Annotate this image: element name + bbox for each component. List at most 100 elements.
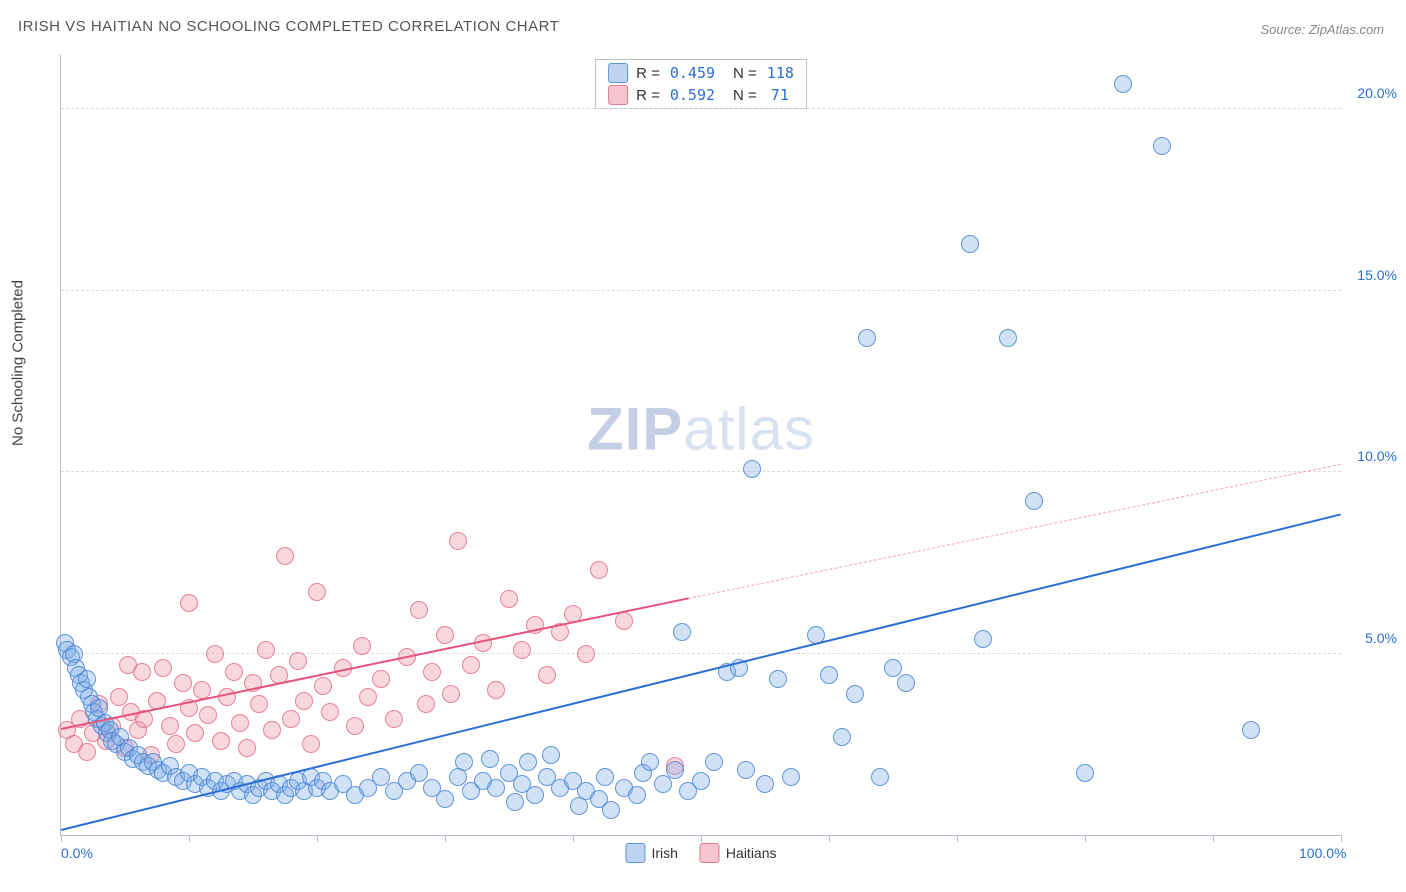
data-point-haitian bbox=[78, 743, 96, 761]
data-point-irish bbox=[737, 761, 755, 779]
data-point-irish bbox=[961, 235, 979, 253]
data-point-haitian bbox=[225, 663, 243, 681]
data-point-haitian bbox=[577, 645, 595, 663]
data-point-irish bbox=[78, 670, 96, 688]
data-point-irish bbox=[602, 801, 620, 819]
y-tick-label: 20.0% bbox=[1347, 85, 1397, 101]
data-point-haitian bbox=[231, 714, 249, 732]
x-tick bbox=[189, 835, 190, 842]
data-point-haitian bbox=[161, 717, 179, 735]
data-point-haitian bbox=[302, 735, 320, 753]
data-point-irish bbox=[769, 670, 787, 688]
data-point-irish bbox=[673, 623, 691, 641]
data-point-haitian bbox=[186, 724, 204, 742]
data-point-haitian bbox=[206, 645, 224, 663]
data-point-haitian bbox=[314, 677, 332, 695]
data-point-irish bbox=[1025, 492, 1043, 510]
chart-title: IRISH VS HAITIAN NO SCHOOLING COMPLETED … bbox=[18, 18, 559, 35]
data-point-haitian bbox=[321, 703, 339, 721]
data-point-irish bbox=[506, 793, 524, 811]
data-point-irish bbox=[692, 772, 710, 790]
data-point-haitian bbox=[372, 670, 390, 688]
x-tick bbox=[957, 835, 958, 842]
x-tick bbox=[445, 835, 446, 842]
legend: Irish Haitians bbox=[625, 843, 776, 863]
data-point-irish bbox=[871, 768, 889, 786]
swatch-haitian bbox=[700, 843, 720, 863]
data-point-haitian bbox=[133, 663, 151, 681]
data-point-irish bbox=[782, 768, 800, 786]
x-tick bbox=[1341, 835, 1342, 842]
swatch-irish bbox=[625, 843, 645, 863]
data-point-haitian bbox=[462, 656, 480, 674]
data-point-haitian bbox=[154, 659, 172, 677]
correlation-stats-box: R =0.459 N =118 R =0.592 N =71 bbox=[595, 59, 807, 109]
data-point-haitian bbox=[487, 681, 505, 699]
data-point-irish bbox=[596, 768, 614, 786]
data-point-irish bbox=[705, 753, 723, 771]
y-tick-label: 10.0% bbox=[1347, 448, 1397, 464]
scatter-plot: ZIPatlas R =0.459 N =118 R =0.592 N =71 … bbox=[60, 55, 1341, 836]
data-point-haitian bbox=[295, 692, 313, 710]
data-point-haitian bbox=[167, 735, 185, 753]
data-point-irish bbox=[858, 329, 876, 347]
data-point-haitian bbox=[385, 710, 403, 728]
data-point-irish bbox=[436, 790, 454, 808]
data-point-irish bbox=[372, 768, 390, 786]
data-point-irish bbox=[974, 630, 992, 648]
data-point-haitian bbox=[423, 663, 441, 681]
data-point-haitian bbox=[590, 561, 608, 579]
data-point-irish bbox=[481, 750, 499, 768]
data-point-haitian bbox=[199, 706, 217, 724]
data-point-haitian bbox=[180, 594, 198, 612]
trendline-haitian-extrapolated bbox=[688, 464, 1341, 599]
data-point-haitian bbox=[282, 710, 300, 728]
data-point-haitian bbox=[174, 674, 192, 692]
x-tick bbox=[573, 835, 574, 842]
data-point-haitian bbox=[250, 695, 268, 713]
data-point-irish bbox=[897, 674, 915, 692]
gridline bbox=[61, 653, 1341, 654]
data-point-irish bbox=[1076, 764, 1094, 782]
data-point-irish bbox=[666, 761, 684, 779]
data-point-irish bbox=[1153, 137, 1171, 155]
data-point-irish bbox=[884, 659, 902, 677]
data-point-haitian bbox=[346, 717, 364, 735]
stats-row-irish: R =0.459 N =118 bbox=[596, 62, 806, 84]
x-tick bbox=[61, 835, 62, 842]
legend-item-haitian: Haitians bbox=[700, 843, 777, 863]
data-point-irish bbox=[519, 753, 537, 771]
data-point-irish bbox=[756, 775, 774, 793]
data-point-haitian bbox=[417, 695, 435, 713]
x-tick-label: 0.0% bbox=[61, 845, 93, 861]
swatch-haitian bbox=[608, 85, 628, 105]
stats-row-haitian: R =0.592 N =71 bbox=[596, 84, 806, 106]
data-point-irish bbox=[846, 685, 864, 703]
data-point-haitian bbox=[615, 612, 633, 630]
x-tick bbox=[829, 835, 830, 842]
data-point-haitian bbox=[538, 666, 556, 684]
data-point-haitian bbox=[289, 652, 307, 670]
data-point-irish bbox=[1114, 75, 1132, 93]
data-point-irish bbox=[833, 728, 851, 746]
data-point-haitian bbox=[442, 685, 460, 703]
data-point-irish bbox=[628, 786, 646, 804]
gridline bbox=[61, 290, 1341, 291]
watermark: ZIPatlas bbox=[587, 395, 815, 464]
gridline bbox=[61, 471, 1341, 472]
data-point-haitian bbox=[212, 732, 230, 750]
data-point-haitian bbox=[238, 739, 256, 757]
data-point-irish bbox=[743, 460, 761, 478]
data-point-haitian bbox=[110, 688, 128, 706]
data-point-haitian bbox=[410, 601, 428, 619]
x-tick bbox=[701, 835, 702, 842]
source-attribution: Source: ZipAtlas.com bbox=[1260, 22, 1384, 37]
data-point-haitian bbox=[500, 590, 518, 608]
x-tick bbox=[1213, 835, 1214, 842]
data-point-haitian bbox=[436, 626, 454, 644]
data-point-irish bbox=[999, 329, 1017, 347]
x-tick bbox=[317, 835, 318, 842]
legend-item-irish: Irish bbox=[625, 843, 677, 863]
data-point-irish bbox=[487, 779, 505, 797]
x-tick-label: 100.0% bbox=[1299, 845, 1346, 861]
